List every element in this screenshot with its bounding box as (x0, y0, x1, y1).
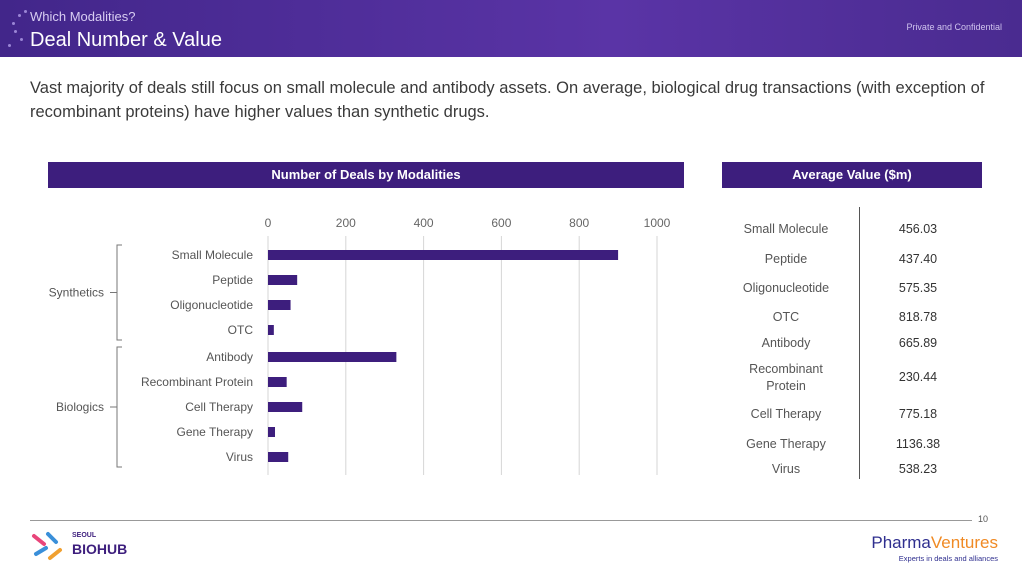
bar (268, 427, 276, 437)
avg-row-value: 230.44 (898, 370, 938, 384)
pv-name-a: Pharma (871, 533, 931, 552)
category-label: Virus (226, 450, 253, 464)
avg-row-label: Peptide (764, 252, 808, 266)
avg-row-value: 665.89 (898, 336, 938, 350)
bar (268, 377, 287, 387)
category-label: Small Molecule (172, 248, 254, 262)
category-label: OTC (228, 323, 254, 337)
slide-title: Deal Number & Value (30, 29, 222, 51)
avg-row-value: 456.03 (898, 222, 938, 236)
avg-value-title: Average Value ($m) (722, 162, 982, 188)
bar (268, 452, 289, 462)
bar (268, 275, 298, 285)
deals-bar-chart: 0 200 400 600 800 1000 Small Molecule Peptide Ol… (49, 216, 671, 475)
avg-row-label: Small Molecule (743, 222, 829, 236)
category-label: Peptide (212, 273, 253, 287)
biohub-mark-icon (32, 532, 62, 560)
x-tick-label: 600 (491, 216, 511, 230)
pharmaventures-logo: PharmaVentures Experts in deals and alli… (868, 533, 998, 563)
avg-row-value: 1136.38 (895, 437, 941, 451)
category-label: Antibody (206, 350, 253, 364)
group-label: Synthetics (49, 286, 104, 300)
group-bracket (116, 346, 122, 468)
x-tick-label: 400 (414, 216, 434, 230)
group-bracket (116, 244, 122, 341)
category-label: Cell Therapy (185, 400, 253, 414)
deals-chart-title: Number of Deals by Modalities (48, 162, 684, 188)
category-label: Gene Therapy (177, 425, 254, 439)
bar (268, 325, 274, 335)
x-tick-label: 1000 (644, 216, 671, 230)
avg-row-label: OTC (772, 310, 800, 324)
page-number: 10 (978, 514, 989, 524)
avg-row-label: Antibody (761, 336, 811, 350)
avg-table-divider (859, 207, 860, 479)
pharmaventures-name: PharmaVentures (868, 533, 998, 553)
logo-seoul-text: SEOUL (72, 532, 97, 539)
avg-row-value: 818.78 (898, 310, 938, 324)
avg-row-value: 575.35 (898, 281, 938, 295)
slide-supertitle: Which Modalities? (30, 9, 136, 24)
pv-name-b: Ventures (930, 533, 998, 552)
x-tick-label: 800 (569, 216, 589, 230)
avg-row-label: Recombinant Protein (749, 362, 823, 393)
x-tick-label: 0 (265, 216, 272, 230)
avg-row-value: 538.23 (898, 462, 938, 476)
category-label: Oligonucleotide (170, 298, 253, 312)
intro-text: Vast majority of deals still focus on sm… (30, 79, 985, 121)
bar (268, 352, 397, 362)
avg-row-value: 775.18 (898, 407, 938, 421)
logo-biohub-text: BIOHUB (72, 541, 128, 557)
footer-divider (30, 520, 972, 521)
category-label: Recombinant Protein (141, 375, 253, 389)
avg-row-label: Cell Therapy (750, 407, 822, 421)
x-tick-label: 200 (336, 216, 356, 230)
group-label: Biologics (56, 400, 104, 414)
bar (268, 300, 291, 310)
avg-row-label: Oligonucleotide (742, 281, 830, 295)
bar (268, 250, 619, 260)
pharmaventures-tagline: Experts in deals and alliances (898, 554, 998, 563)
avg-row-label: Gene Therapy (746, 437, 826, 451)
confidential-label: Private and Confidential (906, 22, 1002, 32)
bar (268, 402, 303, 412)
avg-row-value: 437.40 (898, 252, 938, 266)
slide-header: Which Modalities? Deal Number & Value Pr… (0, 0, 1022, 57)
avg-row-label: Virus (771, 462, 801, 476)
